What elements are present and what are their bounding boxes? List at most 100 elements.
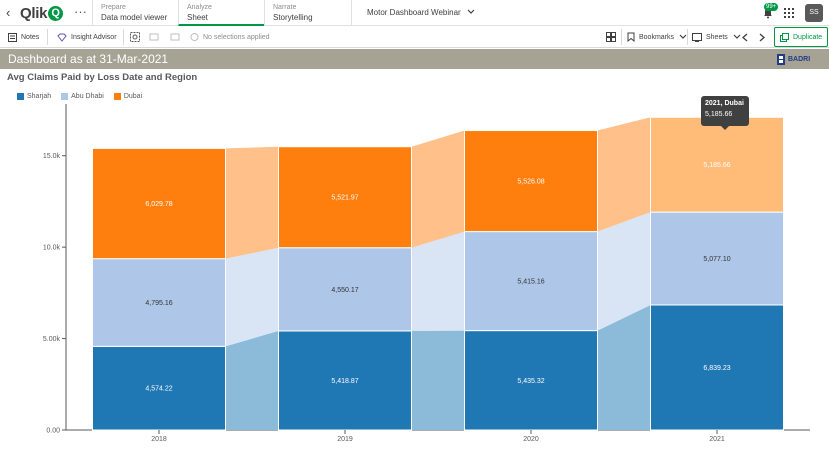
stacked-bar-chart[interactable]: 0.00 5.00k 10.0k 15.0k 4,574.22 4,795.16 6,029… [0, 100, 829, 466]
clear-selections-icon[interactable] [190, 26, 199, 48]
legend-swatch [61, 93, 69, 100]
qlik-logo[interactable]: Qlik Q [20, 4, 64, 22]
selection-search-icon [130, 32, 140, 42]
notification-badge: 99+ [764, 3, 779, 11]
bar-segment[interactable] [650, 211, 784, 306]
data-label: 5,521.97 [331, 195, 358, 202]
notes-button[interactable]: Notes [8, 26, 39, 48]
divider [621, 29, 622, 45]
bar-segment[interactable] [464, 231, 598, 332]
x-tick-label: 2021 [709, 436, 725, 443]
data-label: 5,418.87 [331, 378, 358, 385]
badri-logo-icon [777, 53, 785, 65]
divider [47, 29, 48, 45]
legend-label: Sharjah [27, 93, 52, 100]
badri-logo-text: BADRI [788, 55, 811, 63]
bar-segment[interactable] [278, 247, 412, 332]
data-label: 5,185.66 [703, 162, 730, 169]
divider [687, 29, 688, 45]
duplicate-icon [780, 32, 789, 42]
divider [123, 29, 124, 45]
chevron-down-icon [733, 34, 741, 39]
toolbar: Notes Insight Advisor No selections appl… [0, 26, 829, 48]
sheet-title-bar: Dashboard as at 31-Mar-2021 BADRI [0, 49, 829, 69]
bar-connector [597, 304, 651, 430]
more-menu-icon[interactable]: ··· [74, 4, 87, 19]
bar-segment[interactable] [92, 258, 226, 347]
step-back-selection-icon [149, 33, 159, 41]
bar-segment[interactable] [464, 330, 598, 431]
clear-all-icon [190, 33, 199, 41]
back-chevron-icon[interactable]: ‹ [6, 5, 11, 20]
bar-segment[interactable] [278, 330, 412, 431]
bar-segment[interactable] [278, 146, 412, 249]
y-tick-label: 0.00 [46, 428, 60, 435]
top-nav-bar: ‹ Qlik Q ··· Prepare Data model viewer A… [0, 0, 829, 26]
legend-swatch [113, 93, 121, 100]
legend-label: Abu Dhabi [71, 93, 104, 100]
legend-label: Dubai [123, 93, 143, 100]
previous-sheet-button[interactable] [742, 26, 748, 48]
legend-item-abu-dhabi[interactable]: Abu Dhabi [61, 93, 104, 100]
duplicate-button[interactable]: Duplicate [774, 27, 828, 47]
data-label: 5,415.16 [517, 279, 544, 286]
tab-prepare[interactable]: Prepare Data model viewer [92, 0, 178, 26]
y-tick-label: 5.00k [43, 336, 61, 343]
data-label: 5,435.32 [517, 378, 544, 385]
app-grid-icon[interactable] [784, 8, 794, 18]
tab-narrate-small: Narrate [273, 4, 297, 11]
bar-segment[interactable] [92, 147, 226, 260]
bar-connector [597, 212, 651, 331]
y-tick-label: 15.0k [43, 153, 61, 160]
next-sheet-button[interactable] [759, 26, 765, 48]
smart-search-icon[interactable] [130, 26, 140, 48]
tooltip-value: 5,185.66 [705, 111, 733, 118]
step-back-icon[interactable] [149, 26, 159, 48]
notes-label: Notes [21, 33, 40, 41]
logo-q-icon: Q [48, 5, 64, 21]
bar-segment[interactable] [650, 304, 784, 431]
app-name-dropdown[interactable]: Motor Dashboard Webinar [367, 8, 475, 17]
legend-item-sharjah[interactable]: Sharjah [17, 93, 51, 100]
tooltip-title: 2021, Dubai [705, 100, 744, 107]
sheets-icon [692, 32, 702, 42]
step-forward-icon[interactable] [170, 26, 180, 48]
sheets-button[interactable]: Sheets [692, 26, 741, 48]
bar-connector [225, 146, 279, 259]
chart-title: Avg Claims Paid by Loss Date and Region [7, 72, 198, 83]
tab-narrate-label: Storytelling [273, 13, 313, 22]
selections-status: No selections applied [203, 33, 270, 41]
x-tick-label: 2020 [523, 436, 539, 443]
bar-connector [225, 330, 279, 430]
legend-swatch [17, 93, 24, 100]
legend-item-dubai[interactable]: Dubai [113, 93, 143, 100]
logo-text: Qlik [20, 4, 48, 22]
bar-connector [411, 330, 465, 430]
bookmarks-button[interactable]: Bookmarks [627, 26, 687, 48]
bar-segment[interactable] [92, 345, 226, 431]
grid-icon [606, 32, 616, 42]
data-label: 4,574.22 [145, 386, 172, 393]
duplicate-label: Duplicate [793, 33, 823, 41]
avatar[interactable]: SS [805, 4, 823, 22]
data-label: 6,839.23 [703, 365, 730, 372]
grid-view-icon[interactable] [606, 26, 616, 48]
sheet-title: Dashboard as at 31-Mar-2021 [8, 52, 169, 66]
chevron-left-icon [742, 33, 748, 41]
tab-analyze[interactable]: Analyze Sheet [178, 0, 264, 26]
y-tick-label: 10.0k [43, 245, 61, 252]
tab-narrate[interactable]: Narrate Storytelling [264, 0, 352, 26]
tab-prepare-label: Data model viewer [101, 13, 168, 22]
bookmarks-label: Bookmarks [639, 33, 675, 41]
notes-icon [8, 32, 17, 42]
x-tick-label: 2019 [337, 436, 353, 443]
insight-advisor-button[interactable]: Insight Advisor [57, 26, 117, 48]
insight-advisor-label: Insight Advisor [71, 33, 117, 41]
data-label: 6,029.78 [145, 201, 172, 208]
badri-logo: BADRI [776, 51, 824, 67]
sheets-label: Sheets [706, 33, 728, 41]
bar-segment[interactable] [650, 116, 784, 213]
app-name: Motor Dashboard Webinar [367, 8, 461, 17]
bar-connector [597, 117, 651, 232]
bar-segment[interactable] [464, 130, 598, 233]
